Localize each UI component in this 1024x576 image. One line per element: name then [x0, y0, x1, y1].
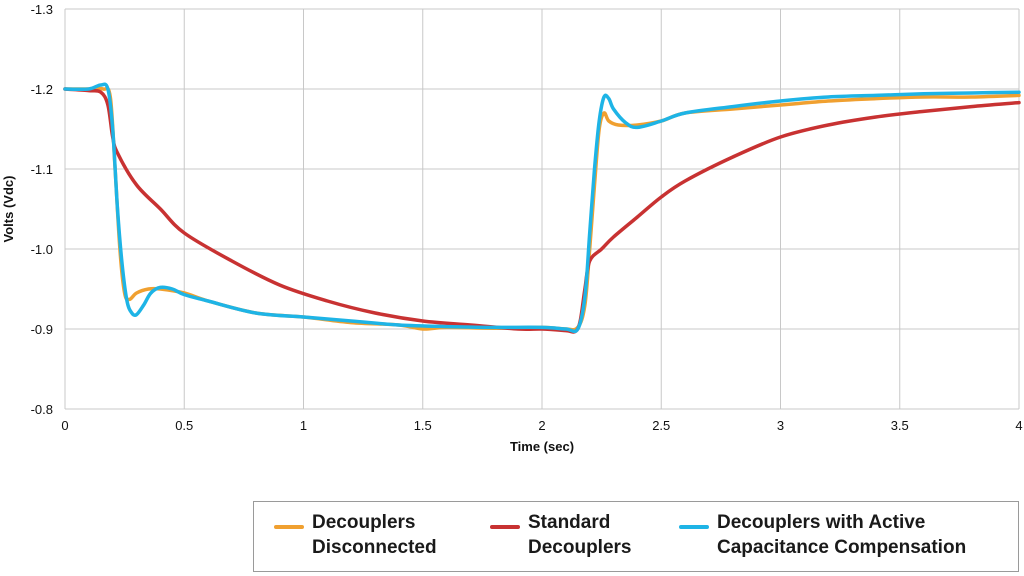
x-tick-label: 3	[777, 418, 784, 433]
series-layer	[63, 82, 1021, 334]
x-tick-label: 0.5	[175, 418, 193, 433]
x-tick-label: 1.5	[414, 418, 432, 433]
legend-swatch-blue	[679, 525, 709, 529]
legend-label: Decouplers with Active Capacitance Compe…	[717, 510, 966, 560]
y-tick-label: -1.3	[31, 2, 53, 17]
legend-label-line: Decouplers with Active	[717, 512, 926, 533]
y-tick-label: -1.2	[31, 82, 53, 97]
series-line-active-compensation	[63, 82, 1021, 334]
x-axis-title: Time (sec)	[510, 439, 574, 454]
legend-swatch-red	[490, 525, 520, 529]
legend-label-line: Decouplers	[528, 537, 632, 558]
x-tick-label: 0	[61, 418, 68, 433]
grid-layer	[64, 8, 1020, 410]
legend-label-line: Capacitance Compensation	[717, 537, 967, 558]
x-tick-label: 2.5	[652, 418, 670, 433]
tick-label-layer: 0 0.5 1 1.5 2 2.5 3 3.5 4 -1.3 -1.2 -1.1 -1.0 -0.9 -0.…	[31, 2, 1023, 433]
x-tick-label: 2	[538, 418, 545, 433]
y-axis-title: Volts (Vdc)	[1, 176, 16, 243]
x-tick-label: 3.5	[891, 418, 909, 433]
y-tick-label: -0.9	[31, 322, 53, 337]
y-tick-label: -0.8	[31, 402, 53, 417]
line-chart: 0 0.5 1 1.5 2 2.5 3 3.5 4 -1.3 -1.2 -1.1 -1.0 -0.9 -0.…	[1, 2, 1023, 454]
legend-swatch-orange	[274, 525, 304, 529]
legend-label: Standard Decouplers	[528, 510, 631, 560]
legend-label-line: Standard	[528, 512, 611, 533]
x-tick-label: 4	[1015, 418, 1022, 433]
y-tick-label: -1.1	[31, 162, 53, 177]
legend-label: Decouplers Disconnected	[312, 510, 437, 560]
x-tick-label: 1	[300, 418, 307, 433]
legend-label-line: Decouplers	[312, 512, 416, 533]
legend: Decouplers Disconnected Standard Decoupl…	[253, 501, 1019, 572]
y-tick-label: -1.0	[31, 242, 53, 257]
legend-label-line: Disconnected	[312, 537, 437, 558]
